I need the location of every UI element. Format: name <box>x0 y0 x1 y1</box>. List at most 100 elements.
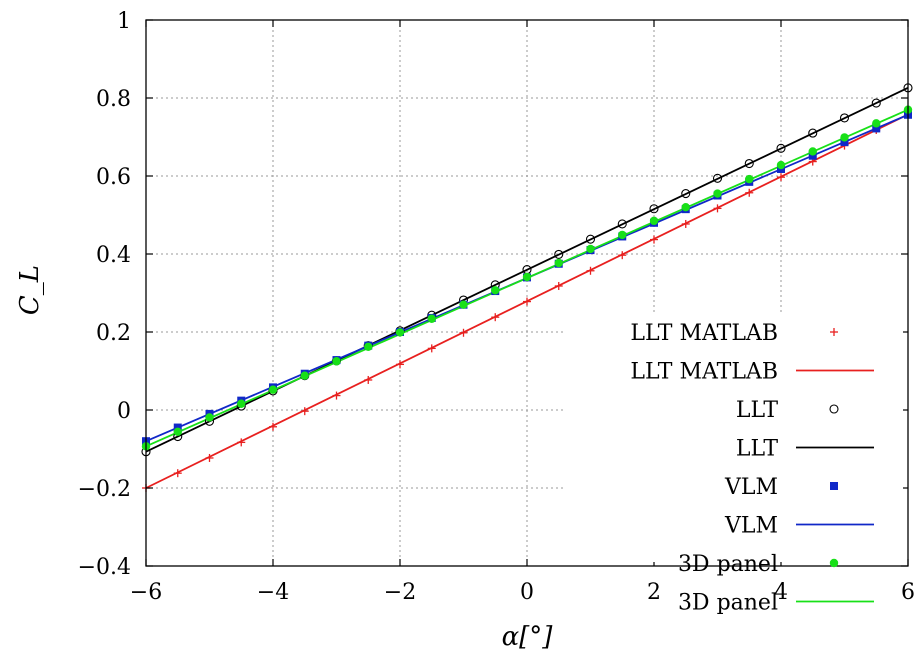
x-axis-label: α[°] <box>502 622 554 652</box>
legend-entry: VLM <box>724 514 874 539</box>
data-point <box>459 328 468 337</box>
legend-entry: VLM <box>724 475 838 500</box>
data-point <box>776 143 786 153</box>
data-point <box>459 300 468 309</box>
data-point <box>649 216 659 226</box>
data-point <box>522 272 532 282</box>
data-point <box>269 422 277 431</box>
legend-entry: 3D panel <box>678 591 874 616</box>
legend-label: LLT MATLAB <box>630 360 778 385</box>
data-point <box>586 266 595 275</box>
data-point <box>776 160 786 170</box>
data-point <box>364 342 373 352</box>
legend-entry: 3D panel <box>678 552 839 577</box>
data-point <box>586 244 595 254</box>
x-tick-label: −6 <box>130 580 162 605</box>
axis-ticks: −6 −4 −2 0 2 4 6 −0.4 −0.2 0 0.2 0.4 0.6 0.8 1 <box>78 9 915 605</box>
data-point <box>300 371 309 380</box>
data-point <box>808 151 817 160</box>
x-tick-label: 4 <box>774 580 788 605</box>
data-point <box>205 453 214 462</box>
data-point <box>839 113 850 123</box>
data-point <box>681 189 691 199</box>
data-point <box>396 360 404 369</box>
data-point <box>554 281 563 290</box>
data-point <box>872 119 881 128</box>
data-point <box>237 438 246 447</box>
plot-series <box>141 83 913 492</box>
data-point <box>712 173 723 183</box>
data-point <box>617 219 627 229</box>
y-tick-label: 1 <box>117 9 131 34</box>
data-point <box>173 469 182 478</box>
data-point <box>395 328 405 337</box>
data-point <box>332 391 341 400</box>
legend-swatch-marker <box>830 328 838 336</box>
x-tick-label: 2 <box>647 580 661 605</box>
y-tick-label: −0.2 <box>78 477 131 502</box>
legend-label: LLT <box>736 437 778 462</box>
legend-label: VLM <box>724 475 778 500</box>
data-point <box>872 124 881 133</box>
data-point <box>427 314 436 323</box>
legend-label: 3D panel <box>678 591 778 616</box>
x-tick-label: −4 <box>257 580 289 605</box>
x-tick-label: 0 <box>520 580 534 605</box>
legend-label: 3D panel <box>678 552 778 577</box>
data-point <box>173 423 182 432</box>
y-axis-label: C_L <box>15 265 45 315</box>
data-point <box>745 174 754 184</box>
y-tick-label: 0.6 <box>96 165 131 190</box>
legend-label: LLT <box>736 398 778 423</box>
data-point <box>681 203 690 212</box>
y-tick-label: 0.8 <box>96 87 131 112</box>
legend-entry: LLT MATLAB <box>630 360 874 385</box>
x-tick-label: 6 <box>901 580 915 605</box>
data-point <box>840 133 849 142</box>
data-point <box>650 235 658 244</box>
data-point <box>681 219 690 228</box>
data-point <box>300 407 309 416</box>
data-point <box>649 204 659 214</box>
legend-entry: LLT MATLAB <box>630 321 838 346</box>
data-point <box>332 357 341 366</box>
data-point <box>173 427 182 437</box>
y-tick-label: −0.4 <box>78 555 131 580</box>
data-point <box>713 189 722 198</box>
data-point <box>871 98 881 108</box>
data-point <box>618 251 627 260</box>
data-point <box>585 234 596 244</box>
series-6 <box>141 105 913 451</box>
data-point <box>523 297 531 306</box>
legend-entry: LLT <box>736 437 874 462</box>
legend-label: LLT MATLAB <box>630 321 778 346</box>
data-point <box>777 173 785 182</box>
legend: LLT MATLAB LLT MATLAB LLT LLT VLM VLM 3D panel… <box>565 312 903 616</box>
data-point <box>618 230 627 240</box>
data-point <box>745 188 754 197</box>
legend-swatch-marker <box>829 558 839 568</box>
data-point <box>713 204 722 213</box>
legend-label: VLM <box>724 514 778 539</box>
data-point <box>744 158 754 169</box>
data-point <box>808 147 817 156</box>
data-point <box>554 258 563 268</box>
data-point <box>491 313 500 322</box>
y-tick-label: 0.2 <box>96 321 131 346</box>
data-point <box>237 399 246 408</box>
legend-swatch-marker <box>829 404 839 414</box>
data-point <box>491 286 500 295</box>
data-point <box>268 385 278 394</box>
data-point <box>427 344 436 353</box>
data-point <box>840 138 849 147</box>
x-tick-label: −2 <box>384 580 416 605</box>
data-point <box>554 249 564 259</box>
data-point <box>808 128 818 138</box>
legend-entry: LLT <box>736 398 839 423</box>
y-tick-label: 0 <box>117 399 131 424</box>
y-tick-label: 0.4 <box>96 243 131 268</box>
data-point <box>205 413 214 422</box>
legend-swatch-marker <box>830 482 838 490</box>
